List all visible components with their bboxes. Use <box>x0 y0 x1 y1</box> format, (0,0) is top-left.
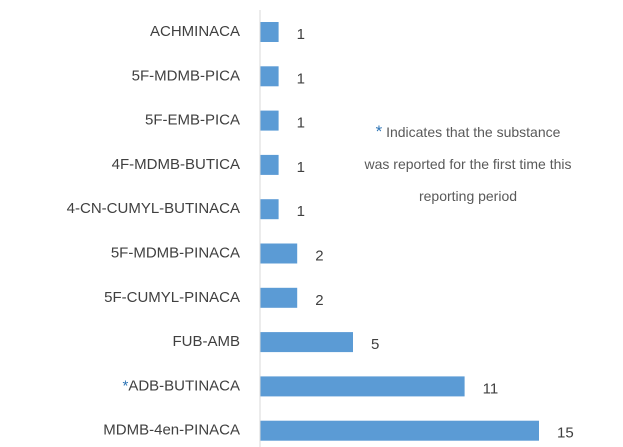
category-name: 5F-EMB-PICA <box>145 112 240 129</box>
category-name: 5F-CUMYL-PINACA <box>104 289 240 306</box>
bar <box>260 199 279 220</box>
annotation-line: reporting period <box>419 188 517 204</box>
annotation-text: Indicates that the substance <box>386 124 561 140</box>
bar <box>260 287 298 308</box>
category-name: 4-CN-CUMYL-BUTINACA <box>67 200 240 217</box>
value-label: 5 <box>371 336 379 353</box>
bar <box>260 22 279 42</box>
bar <box>260 332 353 353</box>
category-name: ADB-BUTINACA <box>128 377 240 394</box>
category-name: MDMB-4en-PINACA <box>103 422 240 439</box>
value-label: 1 <box>297 70 305 87</box>
value-label: 1 <box>297 26 305 43</box>
bar <box>260 243 298 264</box>
category-name: FUB-AMB <box>173 333 241 350</box>
annotation-marker: * <box>376 122 383 141</box>
category-label: 5F-MDMB-PICA <box>132 67 240 84</box>
category-name: 4F-MDMB-BUTICA <box>112 156 240 173</box>
category-label: 4-CN-CUMYL-BUTINACA <box>67 200 240 217</box>
bar <box>260 376 465 397</box>
value-label: 15 <box>557 425 574 442</box>
annotation-line: * Indicates that the substance <box>376 122 561 141</box>
bar <box>260 420 539 441</box>
annotation-text: reporting period <box>419 188 517 204</box>
value-label: 1 <box>297 159 305 176</box>
category-label: 4F-MDMB-BUTICA <box>112 156 240 173</box>
category-label: *ADB-BUTINACA <box>122 377 240 394</box>
bar <box>260 66 279 87</box>
category-label: 5F-MDMB-PINACA <box>111 244 240 261</box>
category-label: ACHMINACA <box>150 23 240 40</box>
value-label: 2 <box>315 292 323 309</box>
category-name: 5F-MDMB-PICA <box>132 67 240 84</box>
annotation-text: was reported for the first time this <box>364 156 572 172</box>
value-label: 2 <box>315 247 323 264</box>
bar <box>260 154 279 175</box>
value-label: 1 <box>297 203 305 220</box>
category-name: 5F-MDMB-PINACA <box>111 244 240 261</box>
category-label: MDMB-4en-PINACA <box>103 422 240 439</box>
value-label: 1 <box>297 115 305 132</box>
category-label: FUB-AMB <box>173 333 241 350</box>
annotation-line: was reported for the first time this <box>364 156 572 172</box>
value-label: 11 <box>483 380 499 397</box>
category-label: 5F-CUMYL-PINACA <box>104 289 240 306</box>
bar <box>260 110 279 131</box>
marker: * <box>122 377 128 394</box>
category-name: ACHMINACA <box>150 23 240 40</box>
category-label: 5F-EMB-PICA <box>145 112 240 129</box>
